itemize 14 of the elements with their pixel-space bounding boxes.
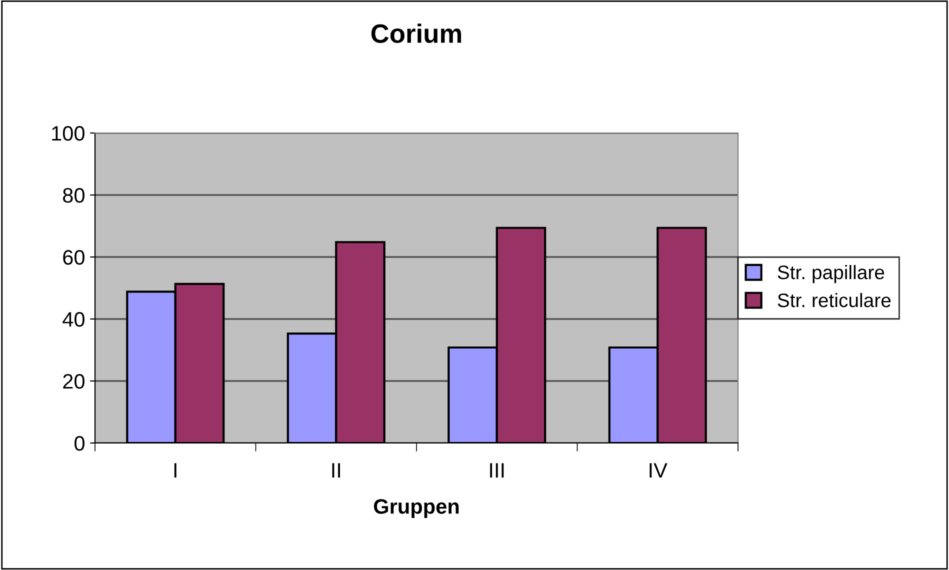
y-tick-label: 60 (63, 250, 84, 265)
y-tick-label: 0 (74, 436, 84, 451)
x-tick-label: IV (650, 463, 668, 478)
x-axis-title: Gruppen (374, 499, 459, 518)
x-tick-label: III (490, 463, 504, 478)
legend-label: Str. reticulare (778, 292, 891, 308)
y-tick-label: 100 (52, 126, 84, 141)
legend-label: Str. papillare (778, 265, 884, 284)
y-tick-label: 20 (63, 374, 84, 389)
y-tick-label: 40 (62, 312, 84, 327)
y-tick-label: 80 (63, 188, 84, 203)
x-tick-label: II (332, 463, 340, 478)
chart-title: Corium (371, 24, 462, 43)
x-tick-label: I (174, 463, 176, 478)
